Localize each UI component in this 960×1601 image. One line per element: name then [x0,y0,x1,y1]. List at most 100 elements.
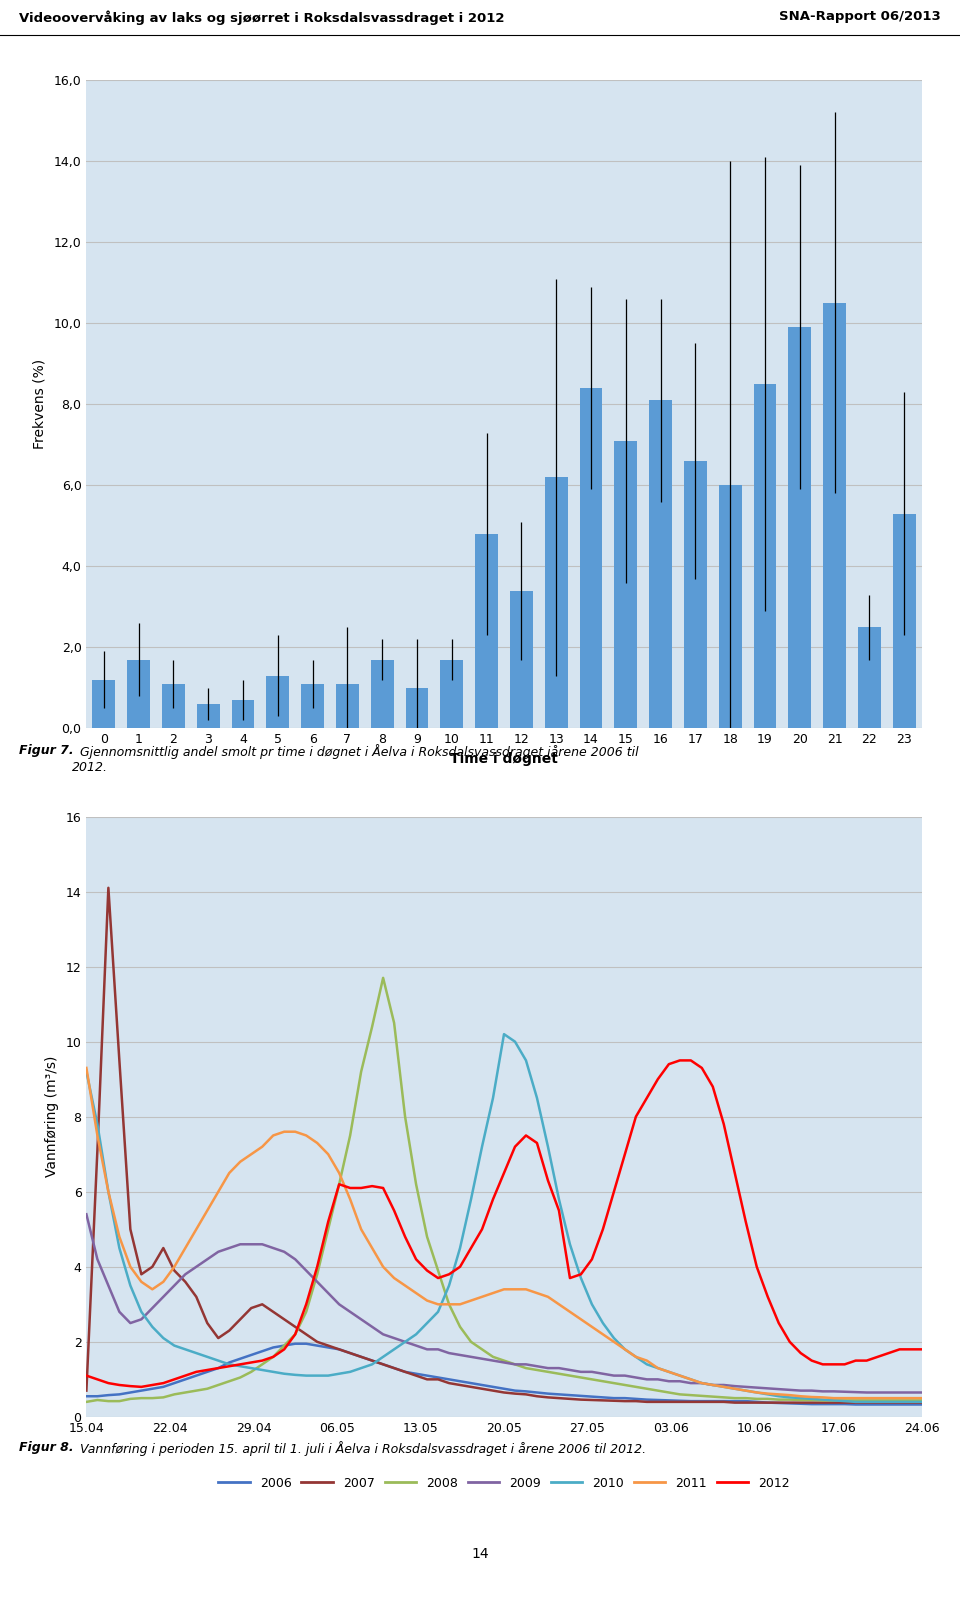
Line: 2006: 2006 [86,1343,922,1404]
2010 [916,1393,927,1412]
Bar [267,676,289,728]
Bar [754,384,777,728]
Bar [475,533,498,728]
Bar [788,327,811,728]
2008 [553,1364,564,1383]
Bar [510,591,533,728]
2009 [861,1383,873,1402]
2012 [135,1377,147,1396]
2008 [367,1017,378,1036]
Bar [128,660,150,728]
2012 [553,1201,564,1220]
2006 [290,1334,301,1353]
2007 [454,1375,466,1394]
2006 [553,1385,564,1404]
Bar [336,684,359,728]
Bar [197,704,220,728]
2009 [421,1340,433,1359]
Bar [614,440,637,728]
2007 [377,1354,389,1374]
2009 [542,1359,554,1378]
2011 [828,1388,839,1407]
Bar [162,684,184,728]
Bar [580,387,602,728]
2007 [81,1382,92,1401]
2010 [81,1061,92,1081]
Text: Gjennomsnittlig andel smolt pr time i døgnet i Åelva i Roksdalsvassdraget iårene: Gjennomsnittlig andel smolt pr time i dø… [72,744,638,775]
Bar [301,684,324,728]
2009 [246,1234,257,1254]
2012 [256,1351,268,1370]
Text: 14: 14 [471,1547,489,1561]
2010 [246,1359,257,1378]
2011 [421,1290,433,1310]
Text: Videoovervåking av laks og sjøørret i Roksdalsvassdraget i 2012: Videoovervåking av laks og sjøørret i Ro… [19,10,505,26]
2006 [367,1351,378,1370]
2010 [367,1354,378,1374]
Line: 2009: 2009 [86,1214,922,1393]
2012 [367,1177,378,1196]
2006 [377,1354,389,1374]
2006 [432,1367,444,1386]
Line: 2011: 2011 [86,1068,922,1398]
2008 [432,1262,444,1281]
2008 [246,1362,257,1382]
Y-axis label: Frekvens (%): Frekvens (%) [33,359,47,450]
2007 [729,1393,740,1412]
2009 [81,1204,92,1223]
X-axis label: Time i døgnet: Time i døgnet [450,752,558,765]
Bar [545,477,567,728]
Bar [649,400,672,728]
2008 [916,1391,927,1410]
2010 [498,1025,510,1044]
2008 [355,1061,367,1081]
2007 [103,879,114,898]
Bar [893,514,916,728]
2011 [542,1287,554,1306]
2010 [421,1313,433,1332]
Text: Figur 7.: Figur 7. [19,744,74,757]
2012 [454,1257,466,1276]
2012 [377,1178,389,1198]
2010 [553,1190,564,1209]
Bar [371,660,394,728]
2011 [444,1295,455,1314]
2010 [850,1393,861,1412]
2011 [355,1220,367,1239]
2006 [916,1394,927,1414]
2011 [916,1388,927,1407]
Legend: 2006, 2007, 2008, 2009, 2010, 2011, 2012: 2006, 2007, 2008, 2009, 2010, 2011, 2012 [213,1471,795,1495]
2006 [850,1394,861,1414]
Bar [406,688,428,728]
Line: 2007: 2007 [86,889,922,1402]
Bar [858,628,880,728]
2007 [553,1388,564,1407]
2008 [377,969,389,988]
2008 [454,1318,466,1337]
Y-axis label: Vannføring (m³/s): Vannføring (m³/s) [45,1057,59,1177]
2007 [256,1295,268,1314]
2009 [367,1318,378,1337]
2012 [674,1050,685,1069]
Text: Figur 8.: Figur 8. [19,1441,74,1454]
2008 [81,1393,92,1412]
Bar [231,700,254,728]
2011 [81,1058,92,1077]
Bar [719,485,741,728]
Bar [441,660,463,728]
2012 [432,1268,444,1287]
Line: 2010: 2010 [86,1034,922,1402]
Bar [684,461,707,728]
2010 [355,1359,367,1378]
2010 [444,1276,455,1295]
Bar [824,303,846,728]
Text: Vannføring i perioden 15. april til 1. juli i Åelva i Roksdalsvassdraget i årene: Vannføring i perioden 15. april til 1. j… [72,1441,646,1455]
2011 [246,1145,257,1164]
2007 [432,1370,444,1390]
2006 [81,1386,92,1406]
2006 [454,1372,466,1391]
2006 [246,1345,257,1364]
2009 [355,1310,367,1329]
Bar [92,680,115,728]
Line: 2008: 2008 [86,978,922,1402]
